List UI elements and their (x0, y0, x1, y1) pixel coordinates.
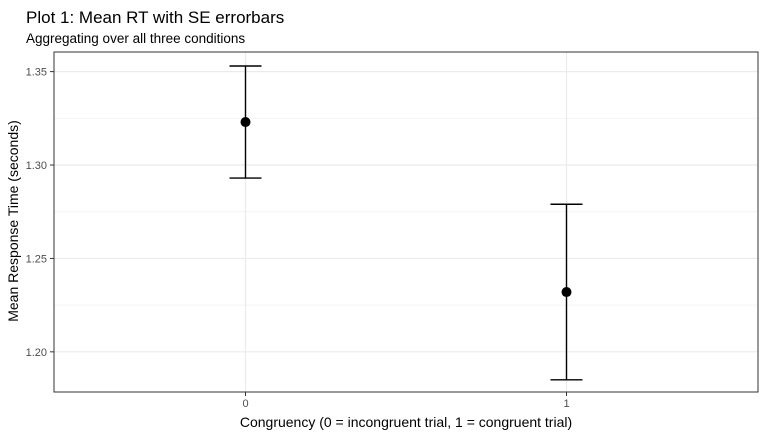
y-axis-title: Mean Response Time (seconds) (5, 120, 21, 322)
data-point (240, 117, 251, 128)
panel-background (54, 52, 758, 392)
data-point (561, 287, 572, 298)
plot-panel: 1.20 1.25 1.30 1.35 0 1 (26, 51, 759, 410)
y-tick-label: 1.35 (26, 67, 47, 79)
y-tick-label: 1.25 (26, 253, 47, 265)
y-tick-label: 1.20 (26, 347, 47, 359)
x-tick-label: 0 (242, 398, 248, 410)
panel-border (53, 51, 759, 393)
chart-subtitle: Aggregating over all three conditions (26, 31, 245, 46)
y-tick-label: 1.30 (26, 160, 47, 172)
x-axis-title: Congruency (0 = incongruent trial, 1 = c… (240, 414, 572, 430)
x-tick-label: 1 (563, 398, 569, 410)
chart-title: Plot 1: Mean RT with SE errorbars (26, 8, 284, 27)
